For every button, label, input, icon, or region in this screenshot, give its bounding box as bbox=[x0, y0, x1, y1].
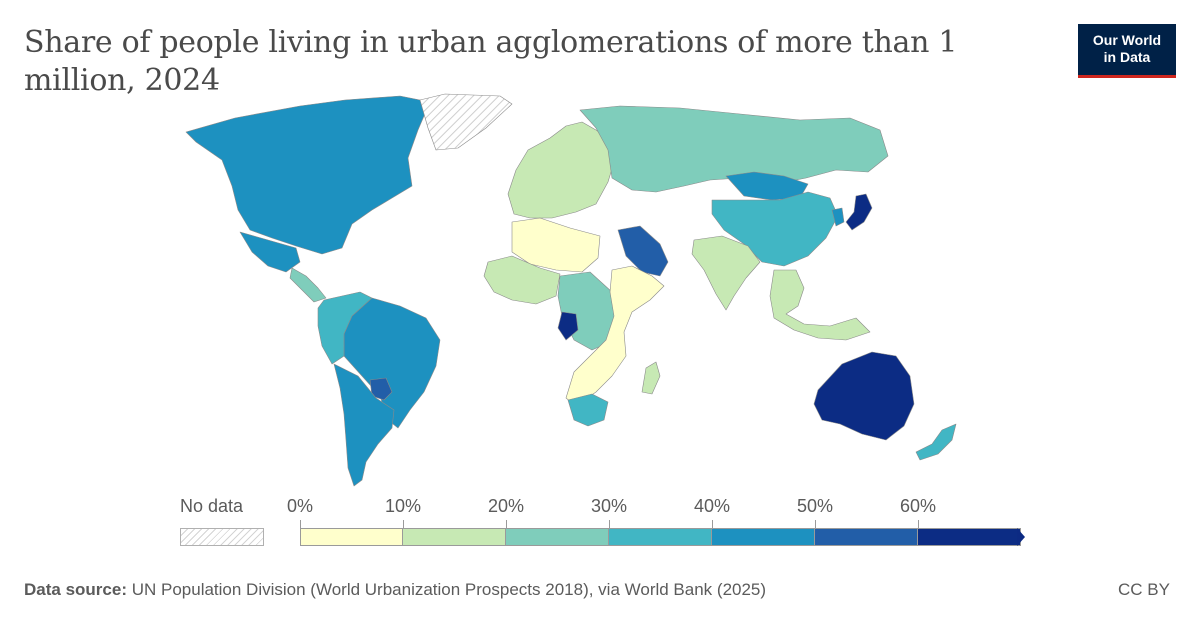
legend-bin-4[interactable] bbox=[712, 528, 815, 546]
region-saudi-arabia[interactable] bbox=[617, 225, 669, 277]
legend-tick-label: 20% bbox=[487, 496, 525, 516]
chart-title: Share of people living in urban agglomer… bbox=[24, 25, 958, 98]
data-source: Data source: UN Population Division (Wor… bbox=[24, 580, 766, 600]
region-korea[interactable] bbox=[831, 207, 845, 227]
region-south-africa[interactable] bbox=[567, 393, 609, 427]
legend-tick-mark bbox=[300, 520, 301, 528]
legend-tick-mark bbox=[609, 520, 610, 528]
legend-tick-mark bbox=[918, 520, 919, 528]
owid-logo[interactable]: Our World in Data bbox=[1078, 24, 1176, 78]
region-greenland[interactable] bbox=[419, 93, 513, 151]
region-sahara-region[interactable] bbox=[511, 217, 601, 273]
legend-bin-1[interactable] bbox=[403, 528, 506, 546]
region-central-america[interactable] bbox=[289, 267, 327, 303]
region-japan[interactable] bbox=[845, 193, 873, 231]
region-europe[interactable] bbox=[507, 121, 615, 219]
region-andean-region[interactable] bbox=[317, 291, 373, 365]
no-data-label: No data bbox=[180, 496, 244, 516]
source-text: UN Population Division (World Urbanizati… bbox=[131, 580, 767, 599]
legend-tick-label: 10% bbox=[384, 496, 422, 516]
legend-tick-label: 50% bbox=[796, 496, 834, 516]
region-argentina-chile[interactable] bbox=[333, 363, 395, 487]
legend-bin-2[interactable] bbox=[506, 528, 609, 546]
color-legend: No data 0% 10% 20% 30% 40% 50% 60% bbox=[180, 494, 1040, 554]
region-australia[interactable] bbox=[813, 351, 915, 441]
no-data-swatch bbox=[180, 528, 264, 546]
region-united-states-canada[interactable] bbox=[185, 95, 431, 255]
legend-tick-mark bbox=[506, 520, 507, 528]
legend-tick-label: 60% bbox=[899, 496, 937, 516]
logo-line-1: Our World bbox=[1092, 32, 1162, 48]
legend-bin-6[interactable] bbox=[918, 528, 1021, 546]
legend-tick-label: 40% bbox=[693, 496, 731, 516]
region-new-zealand[interactable] bbox=[915, 423, 957, 461]
legend-tick-label: 30% bbox=[590, 496, 628, 516]
legend-tick-mark bbox=[815, 520, 816, 528]
region-china[interactable] bbox=[711, 191, 839, 267]
source-label: Data source: bbox=[24, 580, 127, 599]
region-southeast-asia[interactable] bbox=[769, 269, 871, 341]
region-republic-of-the-congo[interactable] bbox=[557, 311, 579, 341]
license[interactable]: CC BY bbox=[1118, 580, 1170, 599]
region-mongolia[interactable] bbox=[725, 171, 809, 201]
legend-arrow-icon bbox=[1017, 528, 1025, 546]
legend-bin-5[interactable] bbox=[815, 528, 918, 546]
region-west-africa[interactable] bbox=[483, 255, 561, 305]
legend-tick-mark bbox=[403, 520, 404, 528]
region-india[interactable] bbox=[691, 235, 761, 311]
legend-tick-mark bbox=[712, 520, 713, 528]
region-mexico[interactable] bbox=[239, 231, 301, 273]
legend-bin-0[interactable] bbox=[300, 528, 403, 546]
legend-bin-3[interactable] bbox=[609, 528, 712, 546]
logo-line-2: in Data bbox=[1103, 49, 1151, 65]
region-madagascar[interactable] bbox=[641, 361, 661, 395]
legend-tick-label: 0% bbox=[286, 496, 314, 516]
region-east-africa[interactable] bbox=[565, 265, 665, 407]
region-russia[interactable] bbox=[579, 105, 889, 193]
